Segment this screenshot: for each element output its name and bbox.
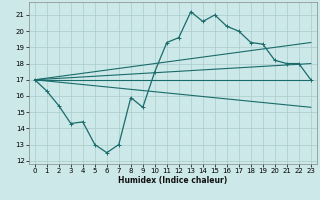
X-axis label: Humidex (Indice chaleur): Humidex (Indice chaleur)	[118, 176, 228, 185]
